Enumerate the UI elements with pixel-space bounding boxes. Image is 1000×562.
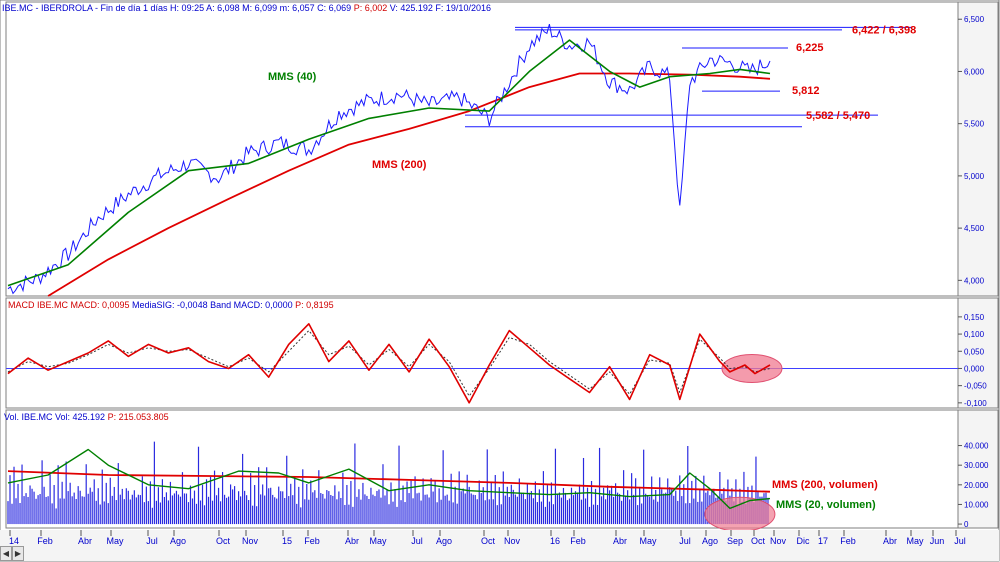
volume-panel-series [7,441,776,532]
x-tick-label: 17 [818,536,828,546]
x-tick-label: Feb [37,536,53,546]
x-tick-label: Ago [436,536,452,546]
volume-y-tick-label: 0 [964,520,969,529]
x-tick-label: May [106,536,124,546]
level-label: 5,812 [792,85,820,97]
mms40-line [7,39,771,287]
price-line [7,23,771,295]
x-tick-label: 16 [550,536,560,546]
volume-y-tick-label: 10.000 [964,500,989,509]
macd-panel-header: MACD IBE.MC MACD: 0,0095 MediaSIG: -0,00… [8,300,334,310]
x-tick-label: Jul [146,536,158,546]
price-y-tick-label: 5,000 [964,172,985,181]
x-tick-label: Feb [840,536,856,546]
macd-y-tick-label: 0,100 [964,330,985,339]
x-tick-label: Feb [570,536,586,546]
macd-y-tick-label: -0,100 [964,399,987,408]
mms200-label: MMS (200) [372,159,427,171]
price-y-tick-label: 6,500 [964,15,985,24]
macd-panel-frame [5,297,959,409]
volume-mms20-line [7,448,771,510]
macd-line [7,323,771,404]
volume-highlight-ellipse [704,496,776,532]
price-panel-header: IBE.MC - IBERDROLA - Fin de día 1 días H… [2,3,491,13]
volume-panel-header: Vol. IBE.MC Vol: 425.192 P: 215.053.805 [4,412,169,422]
x-tick-label: Abr [613,536,627,546]
level-label: 6,225 [796,42,824,54]
x-tick-label: Abr [883,536,897,546]
macd-y-tick-label: -0,050 [964,382,987,391]
macd-y-tick-label: 0,150 [964,313,985,322]
x-tick-label: 14 [9,536,19,546]
macd-axis-frame [957,297,999,409]
chart-scroll-controls[interactable]: ◀ ▶ [0,546,24,561]
macd-y-tick-label: 0,050 [964,347,985,356]
macd-panel-series [6,323,958,404]
price-panel-frame [5,1,959,297]
price-y-tick-label: 5,500 [964,120,985,129]
level-label: 6,422 / 6,398 [852,24,916,36]
x-tick-label: Oct [216,536,231,546]
x-tick-label: Oct [751,536,766,546]
scroll-right-button[interactable]: ▶ [12,546,24,561]
x-tick-label: 15 [282,536,292,546]
level-label: 5,582 / 5,470 [806,110,870,122]
series-labels: MMS (40) MMS (200) MMS (200, volumen) MMS (… [268,71,878,511]
x-tick-label: Dic [797,536,810,546]
x-tick-label: Nov [242,536,259,546]
volume-y-tick-label: 40.000 [964,442,989,451]
x-tick-label: May [906,536,924,546]
x-tick-label: Abr [345,536,359,546]
x-tick-label: Ago [170,536,186,546]
x-tick-label: Jul [679,536,691,546]
volume-axis-frame [957,409,999,529]
mms40-label: MMS (40) [268,71,317,83]
mms200-line [47,72,771,297]
x-tick-label: Sep [727,536,743,546]
volume-mms200-line [7,470,771,493]
support-resistance-lines: 6,422 / 6,398 6,225 5,812 5,582 / 5,470 [465,24,916,128]
x-axis-background [0,530,999,561]
x-tick-label: Jul [411,536,423,546]
scroll-left-button[interactable]: ◀ [0,546,12,561]
volume-mms20-label: MMS (20, volumen) [776,499,876,511]
macd-y-tick-label: 0,000 [964,364,985,373]
price-panel-series [7,23,771,297]
x-tick-label: Nov [770,536,787,546]
macd-signal-line [7,330,771,397]
x-tick-label: Jul [954,536,966,546]
price-y-tick-label: 6,000 [964,67,985,76]
price-y-tick-label: 4,500 [964,224,985,233]
x-tick-label: Abr [78,536,92,546]
x-axis: 14 Feb Abr May Jul Ago Oct Nov 15 Feb Abr May Jul Ago… [0,530,999,561]
x-tick-label: Ago [702,536,718,546]
x-tick-label: May [369,536,387,546]
x-tick-label: Jun [930,536,945,546]
volume-y-tick-label: 20.000 [964,481,989,490]
x-tick-label: Nov [504,536,521,546]
x-tick-label: Feb [304,536,320,546]
volume-y-tick-label: 30.000 [964,461,989,470]
price-y-tick-label: 4,000 [964,276,985,285]
volume-mms200-label: MMS (200, volumen) [772,479,878,491]
price-axis-frame [957,1,999,297]
x-tick-label: Oct [481,536,496,546]
macd-highlight-ellipse [721,353,783,383]
x-tick-label: May [639,536,657,546]
